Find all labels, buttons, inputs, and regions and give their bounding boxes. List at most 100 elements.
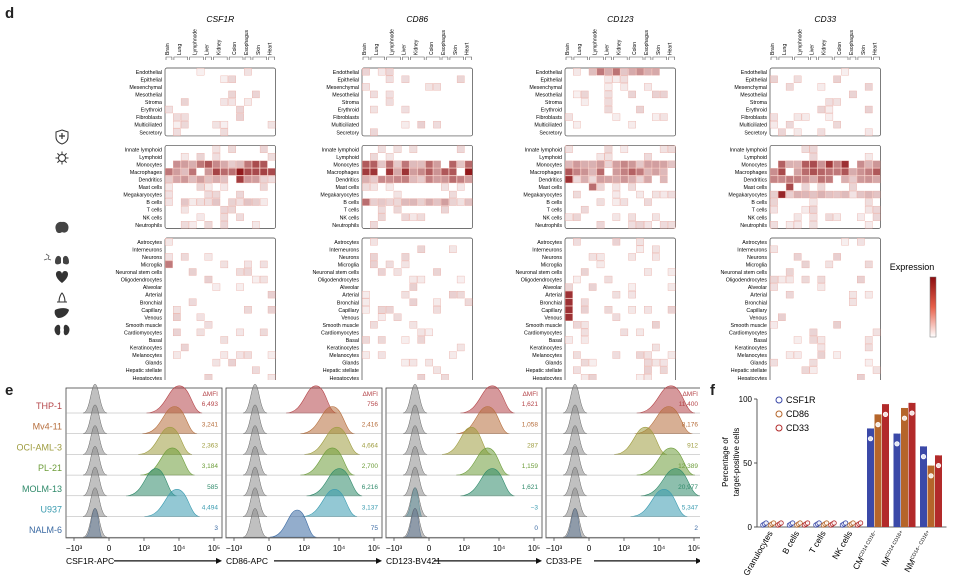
heatmap-cell [620, 75, 629, 83]
control-histogram [82, 466, 108, 497]
heatmap-cell [401, 358, 410, 367]
heatmap-cell [236, 105, 244, 114]
heatmap-cell [793, 221, 802, 229]
tissue-bracket [778, 56, 793, 60]
heatmap-cell [636, 374, 644, 380]
heatmap-row-label: NK cells [748, 215, 768, 221]
heatmap-cell [573, 321, 581, 329]
heatmap-cell [401, 168, 410, 176]
tissue-bracket [573, 56, 588, 60]
heatmap-row-label: Neurons [542, 255, 562, 261]
heatmap-cell [864, 168, 873, 176]
tissue-bracket [252, 56, 267, 60]
heatmap-cell [456, 275, 465, 284]
heatmap-cell [449, 245, 457, 253]
heatmap-cell [362, 175, 370, 184]
axis-tick-label: 10⁴ [653, 544, 666, 553]
heatmap-cell [628, 120, 636, 129]
heatmap-cell [401, 105, 410, 114]
heatmap-row-label: NK cells [143, 215, 163, 221]
virus-spike [57, 160, 60, 163]
heatmap-row-label: Cardiomyocytes [729, 330, 767, 336]
heatmap-cell [565, 283, 573, 291]
heatmap-row-label: Microglia [746, 263, 767, 269]
heatmap-cell [236, 268, 244, 276]
heatmap-cell [612, 190, 621, 199]
heatmap-cell [433, 366, 441, 374]
heatmap-cell [770, 198, 778, 206]
tissue-label: Lung [374, 44, 380, 55]
heatmap-cell [793, 213, 802, 221]
heatmap-cell [817, 190, 826, 199]
heatmap-cell [644, 268, 652, 276]
heatmap-cell [425, 83, 433, 91]
control-histogram [562, 508, 588, 538]
heatmap-cell [212, 153, 221, 161]
heatmap-row-label: Oligodendrocytes [318, 278, 360, 284]
delta-mfi-value: 287 [527, 442, 538, 449]
control-histogram [562, 487, 588, 517]
heatmap-cell [573, 351, 581, 359]
heatmap-block-frame [564, 145, 676, 229]
heatmap-cell [401, 260, 410, 269]
heatmap-row-label: Multiciliated [534, 123, 562, 129]
tissue-label: Lung [782, 44, 788, 55]
virus-spike [57, 153, 60, 156]
heatmap-cell [188, 268, 197, 276]
heatmap-cell [588, 374, 597, 380]
bar-cd86 [901, 407, 908, 527]
axis-tick-label: −10³ [66, 544, 83, 553]
heatmap-row-label: Oligodendrocytes [521, 278, 563, 284]
heatmap-row-label: Arterial [145, 293, 162, 299]
control-histogram [242, 425, 268, 455]
tissue-label: Skin [453, 45, 459, 55]
heatmap-cell [636, 68, 644, 76]
heatmap-cell [188, 221, 197, 229]
heatmap-cell [620, 83, 629, 91]
tissue-label: Heart [465, 42, 471, 55]
heatmap-cell [612, 113, 621, 121]
heatmap-row-label: Fibroblasts [741, 115, 767, 121]
heatmap-row-label: Dendritics [538, 178, 562, 184]
data-point [929, 460, 936, 466]
heatmap-cell [825, 168, 834, 176]
heatmap-cell [778, 190, 786, 199]
heatmap-cell [659, 90, 668, 99]
heatmap-row-label: Lymphoid [336, 155, 359, 161]
delta-mfi-value: 2,700 [362, 463, 379, 470]
heatmap-cell [267, 374, 276, 380]
data-point [789, 520, 796, 526]
tissue-bracket [449, 56, 464, 60]
heatmap-row-label: Melanocytes [737, 353, 767, 359]
heatmap-cell [604, 306, 613, 314]
delta-mfi-value: 3,137 [362, 505, 379, 512]
heatmap-cell [244, 268, 252, 276]
data-point [867, 436, 874, 442]
category-label-superscript: CD14 CD16− [858, 529, 878, 558]
data-point [884, 398, 890, 405]
delta-mfi-value: 2,363 [202, 442, 219, 449]
heatmap-cell [659, 175, 668, 184]
cell-line-label: THP-1 [36, 401, 62, 411]
tissue-bracket [833, 56, 849, 60]
bar-csf1r [920, 446, 927, 527]
heatmap-cell [596, 160, 605, 168]
heatmap-cell [196, 198, 205, 206]
heatmap-cell [628, 160, 636, 168]
heatmap-cell [864, 260, 873, 269]
control-histogram [242, 466, 268, 497]
heatmap-cell [841, 168, 849, 176]
tissue-label: Brain [565, 43, 571, 55]
control-histogram [82, 404, 108, 434]
heatmap-cell [580, 160, 589, 168]
heatmap-cell [588, 358, 597, 367]
heatmap-cell [644, 83, 652, 91]
heatmap-cell [825, 260, 834, 269]
heatmap-cell [659, 366, 668, 374]
heatmap-cell [817, 105, 826, 114]
heatmap-cell [793, 160, 802, 168]
delta-mfi-value: 6,493 [202, 401, 219, 408]
data-point [935, 462, 942, 469]
sample-histogram [304, 426, 360, 455]
data-point [770, 520, 777, 526]
